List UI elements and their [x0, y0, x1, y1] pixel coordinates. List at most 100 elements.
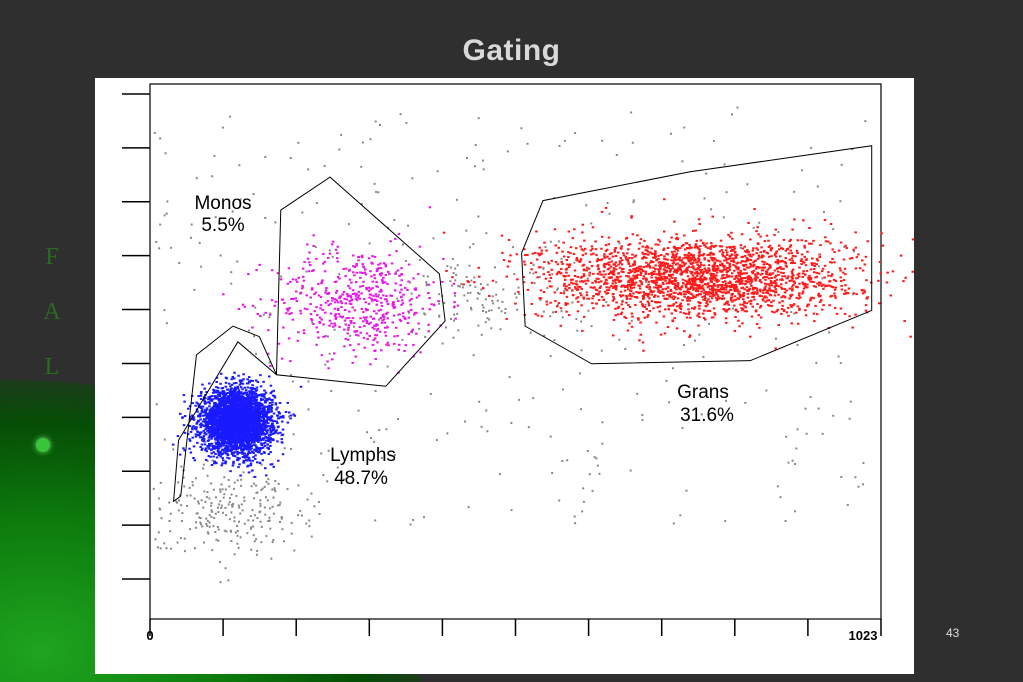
data-point-lymphs	[235, 445, 239, 448]
background-point	[463, 294, 466, 297]
data-point-grans	[647, 272, 651, 275]
data-point-monos	[397, 348, 400, 351]
background-point	[183, 550, 186, 553]
data-point-lymphs	[246, 415, 250, 418]
data-point-lymphs	[222, 442, 225, 445]
data-point-lymphs	[262, 432, 265, 435]
background-point	[512, 246, 515, 249]
background-point	[206, 524, 209, 527]
data-point-monos	[317, 336, 320, 339]
data-point-lymphs	[237, 393, 240, 396]
data-point-lymphs	[221, 462, 224, 465]
data-point-monos	[384, 334, 388, 337]
data-point-lymphs	[212, 455, 215, 458]
data-point-lymphs	[220, 413, 224, 416]
data-point-lymphs	[262, 417, 266, 420]
data-point-lymphs	[252, 429, 256, 432]
background-point	[520, 127, 523, 130]
data-point-lymphs	[280, 441, 284, 444]
background-point	[698, 333, 701, 336]
background-point	[206, 531, 209, 534]
background-point	[396, 297, 399, 300]
data-point-lymphs	[216, 429, 220, 432]
data-point-lymphs	[228, 430, 231, 433]
data-point-monos	[337, 301, 340, 304]
background-point	[221, 511, 224, 514]
data-point-monos	[315, 306, 318, 309]
data-point-lymphs	[188, 447, 191, 450]
data-point-grans	[758, 326, 761, 329]
data-point-lymphs	[215, 456, 219, 459]
data-point-monos	[453, 306, 456, 309]
data-point-lymphs	[237, 391, 240, 394]
data-point-monos	[345, 317, 348, 320]
data-point-lymphs	[215, 376, 219, 379]
data-point-lymphs	[242, 403, 245, 406]
data-point-lymphs	[226, 406, 230, 409]
data-point-monos	[369, 321, 372, 324]
data-point-monos	[339, 300, 343, 303]
data-point-lymphs	[235, 403, 238, 406]
data-point-monos	[368, 296, 371, 299]
data-point-lymphs	[253, 441, 256, 444]
data-point-lymphs	[193, 427, 197, 430]
data-point-lymphs	[226, 405, 229, 408]
background-point	[472, 243, 475, 246]
data-point-lymphs	[218, 393, 222, 396]
data-point-grans	[664, 258, 668, 261]
data-point-monos	[303, 307, 307, 310]
data-point-monos	[401, 299, 404, 302]
background-point	[202, 506, 205, 509]
data-point-monos	[452, 282, 456, 285]
data-point-lymphs	[233, 397, 237, 400]
background-point	[195, 177, 198, 180]
data-point-monos	[349, 344, 352, 347]
data-point-lymphs	[221, 414, 225, 417]
data-point-grans	[735, 289, 739, 292]
data-point-monos	[347, 316, 351, 319]
data-point-grans	[769, 280, 773, 283]
data-point-lymphs	[269, 392, 272, 395]
background-point	[290, 522, 293, 525]
data-point-monos	[379, 297, 383, 300]
data-point-lymphs	[237, 394, 240, 397]
data-point-lymphs	[251, 402, 255, 405]
background-point	[186, 504, 189, 507]
data-point-lymphs	[260, 447, 264, 450]
background-point	[247, 519, 250, 522]
data-point-monos	[418, 245, 422, 248]
data-point-monos	[355, 293, 359, 296]
data-point-monos	[368, 334, 371, 337]
data-point-monos	[389, 294, 392, 297]
data-point-lymphs	[208, 416, 211, 419]
background-point	[252, 475, 255, 478]
data-point-monos	[247, 273, 250, 276]
data-point-lymphs	[254, 405, 258, 408]
data-point-monos	[398, 313, 401, 316]
background-point	[453, 319, 456, 322]
data-point-monos	[391, 321, 395, 324]
data-point-monos	[373, 327, 376, 330]
data-point-lymphs	[239, 443, 242, 446]
data-point-lymphs	[242, 410, 245, 413]
data-point-lymphs	[239, 382, 243, 385]
data-point-monos	[355, 271, 359, 274]
data-point-lymphs	[262, 380, 265, 383]
data-point-grans	[569, 252, 572, 255]
data-point-lymphs	[277, 459, 280, 462]
data-point-lymphs	[233, 433, 237, 436]
data-point-lymphs	[242, 419, 246, 422]
data-point-lymphs	[242, 460, 246, 463]
data-point-lymphs	[232, 462, 235, 465]
data-point-lymphs	[255, 439, 259, 442]
data-point-lymphs	[210, 442, 214, 445]
data-point-lymphs	[255, 386, 259, 389]
data-point-lymphs	[229, 427, 232, 430]
background-point	[377, 318, 380, 321]
data-point-lymphs	[263, 441, 267, 444]
data-point-grans	[673, 278, 677, 281]
data-point-monos	[385, 312, 388, 315]
data-point-lymphs	[243, 422, 247, 425]
data-point-lymphs	[232, 388, 236, 391]
data-point-lymphs	[200, 390, 203, 393]
